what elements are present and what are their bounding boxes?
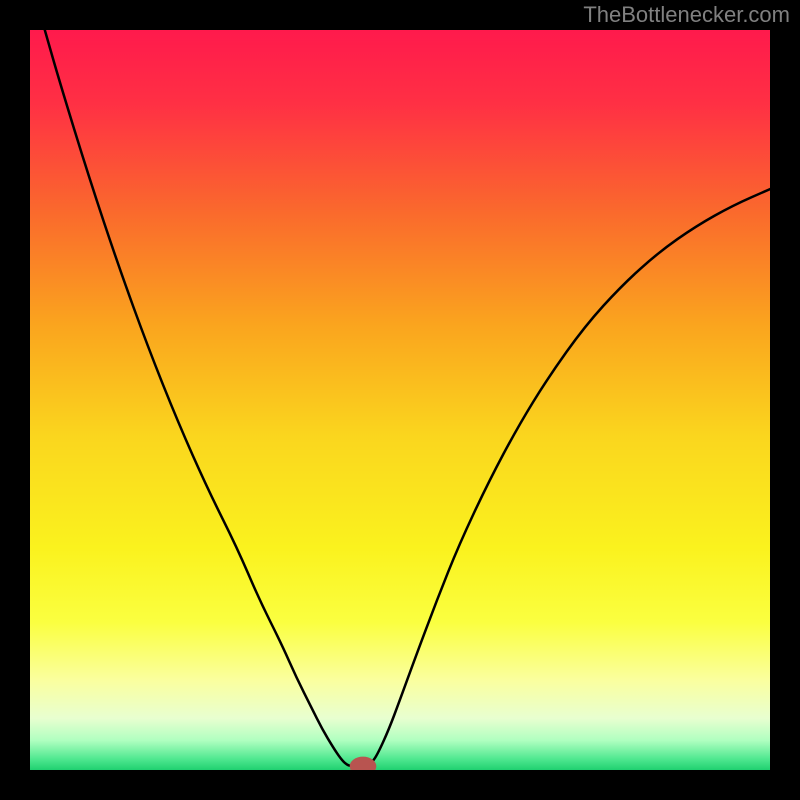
chart-canvas: TheBottlenecker.com [0,0,800,800]
watermark-text: TheBottlenecker.com [583,2,790,28]
bottleneck-curve-chart [30,30,770,770]
gradient-background [30,30,770,770]
frame-left [0,0,30,800]
frame-bottom [0,770,800,800]
frame-right [770,0,800,800]
